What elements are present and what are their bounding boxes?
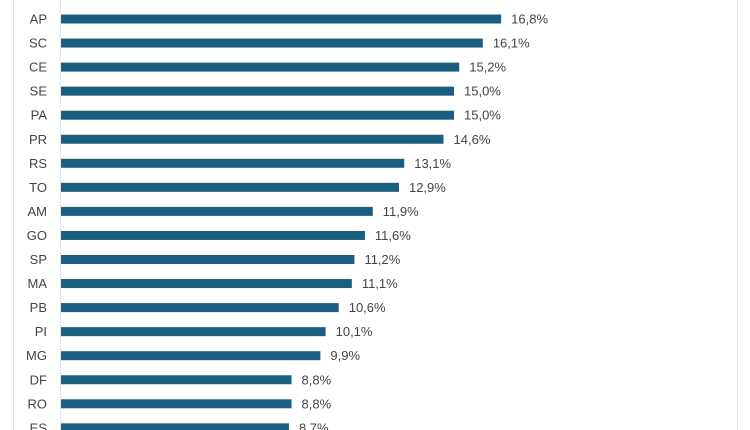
data-label: 11,9% [383,204,419,219]
data-label: 10,1% [336,324,373,339]
bar [61,206,373,216]
bar [61,182,399,192]
bar [61,255,355,264]
category-label: GO [27,228,47,243]
data-label: 15,2% [469,60,506,75]
bar [61,230,365,240]
bar [61,327,326,337]
category-label: AM [28,204,48,219]
bar [61,423,289,430]
bar [61,86,454,96]
bar [61,351,321,361]
bar [61,375,292,385]
data-label: 16,1% [493,36,530,51]
chart-frame [13,0,738,430]
data-label: 8,8% [302,372,332,387]
category-label: AP [30,12,47,27]
data-label: 15,0% [464,108,501,123]
category-label: SP [30,252,47,267]
category-label: MG [26,348,47,363]
category-label: PB [30,300,47,315]
category-label: PI [35,324,47,339]
data-label: 11,2% [364,252,400,267]
bar [61,399,292,409]
data-label: 8,8% [302,396,332,411]
data-label: 9,9% [330,348,360,363]
category-label: MA [28,276,48,291]
category-label: PA [31,108,48,123]
data-label: 13,1% [414,156,451,171]
data-label: 15,0% [464,84,501,99]
category-label: DF [30,372,47,387]
category-label: CE [29,60,47,75]
bar [61,279,352,289]
category-label: SC [29,36,47,51]
category-label: TO [29,180,47,195]
bar [61,303,339,313]
bar [61,158,405,168]
data-label: 10,6% [349,300,386,315]
category-label: RO [28,396,48,411]
category-label: ES [30,420,48,430]
data-label: 8,7% [299,420,329,430]
data-label: 11,1% [362,276,398,291]
bar [61,110,454,120]
bar [61,14,502,24]
data-label: 12,9% [409,180,446,195]
category-label: SE [30,84,48,99]
data-label: 16,8% [511,12,548,27]
category-label: RS [29,156,47,171]
data-label: 11,6% [375,228,411,243]
bar [61,62,460,72]
bar [61,38,483,48]
data-label: 14,6% [454,132,491,147]
bar [61,134,444,144]
category-label: PR [29,132,47,147]
